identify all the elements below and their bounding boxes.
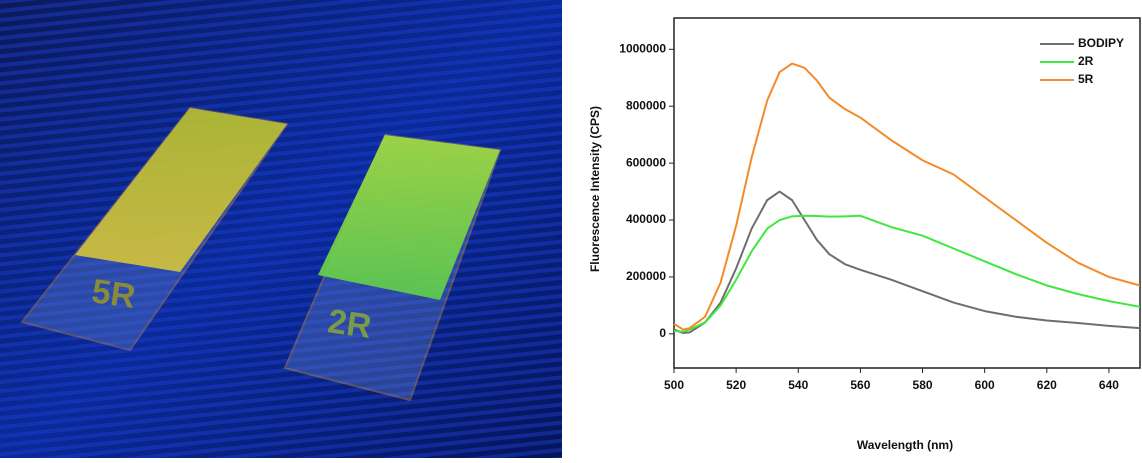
y-tick-label: 800000 bbox=[626, 98, 666, 112]
slide-label: 5R bbox=[89, 272, 137, 316]
legend-label: 2R bbox=[1078, 54, 1094, 68]
photo: 5R 2R bbox=[0, 0, 562, 458]
figure: 5R 2R Fluorescence Intensity (CPS) Wavel… bbox=[0, 0, 1142, 458]
y-tick-label: 600000 bbox=[626, 155, 666, 169]
slide-label: 2R bbox=[325, 302, 373, 346]
y-tick-label: 200000 bbox=[626, 269, 666, 283]
series-line bbox=[674, 64, 1140, 330]
x-tick-label: 600 bbox=[975, 378, 995, 392]
series-line bbox=[674, 216, 1140, 332]
legend-label: BODIPY bbox=[1078, 36, 1124, 50]
x-tick-label: 500 bbox=[664, 378, 684, 392]
x-tick-label: 560 bbox=[850, 378, 870, 392]
x-tick-label: 520 bbox=[726, 378, 746, 392]
x-tick-label: 580 bbox=[913, 378, 933, 392]
y-tick-label: 400000 bbox=[626, 212, 666, 226]
legend-label: 5R bbox=[1078, 72, 1094, 86]
x-tick-label: 640 bbox=[1099, 378, 1119, 392]
page: {"photo_labels": ["5R", "2R"], "chart_da… bbox=[0, 0, 1142, 458]
y-axis-label: Fluorescence Intensity (CPS) bbox=[588, 106, 602, 272]
y-tick-label: 1000000 bbox=[619, 41, 666, 55]
y-tick-label: 0 bbox=[659, 326, 666, 340]
x-tick-label: 540 bbox=[788, 378, 808, 392]
series-line bbox=[674, 192, 1140, 333]
x-axis-label: Wavelength (nm) bbox=[857, 438, 953, 452]
x-tick-label: 620 bbox=[1037, 378, 1057, 392]
